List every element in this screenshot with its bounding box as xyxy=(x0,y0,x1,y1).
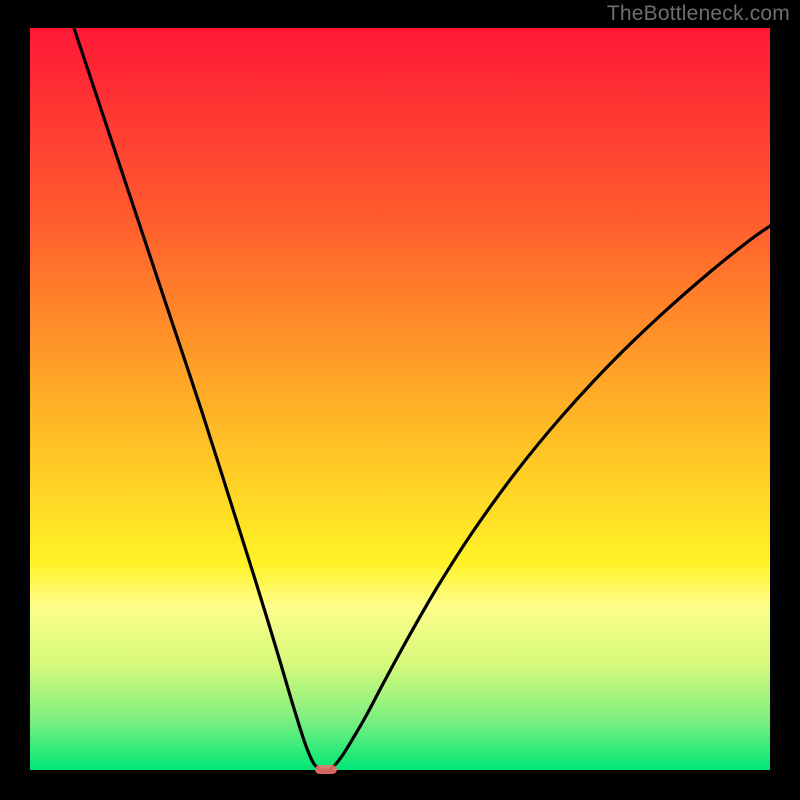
watermark-text: TheBottleneck.com xyxy=(607,2,790,26)
chart-frame: TheBottleneck.com xyxy=(0,0,800,800)
marker-layer xyxy=(30,28,770,770)
minimum-marker xyxy=(315,765,337,774)
plot-area xyxy=(30,28,770,770)
